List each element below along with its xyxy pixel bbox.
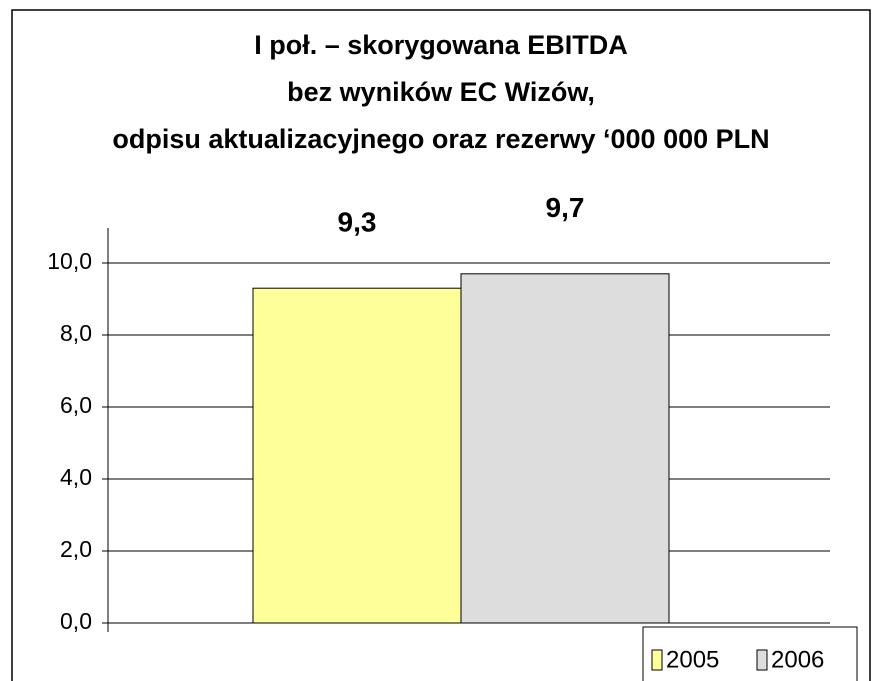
legend-label: 2006	[771, 646, 824, 673]
legend-swatch	[756, 649, 768, 671]
y-tick-label: 8,0	[60, 320, 92, 346]
legend-swatch	[651, 649, 663, 671]
chart-title: bez wyników EC Wizów,	[287, 77, 595, 107]
chart-title: I poł. – skorygowana EBITDA	[254, 30, 628, 60]
y-tick-label: 2,0	[60, 536, 92, 562]
bar	[460, 273, 670, 624]
data-label: 9,7	[546, 192, 585, 223]
chart-title: odpisu aktualizacyjnego oraz rezerwy ‘00…	[112, 124, 769, 154]
bar	[252, 287, 462, 624]
data-label: 9,3	[338, 207, 377, 238]
y-tick-label: 4,0	[60, 464, 92, 490]
y-tick-label: 6,0	[60, 392, 92, 418]
legend-label: 2005	[666, 646, 719, 673]
y-tick-label: 10,0	[47, 248, 92, 274]
y-tick-label: 0,0	[60, 608, 92, 634]
legend-box	[642, 626, 858, 681]
